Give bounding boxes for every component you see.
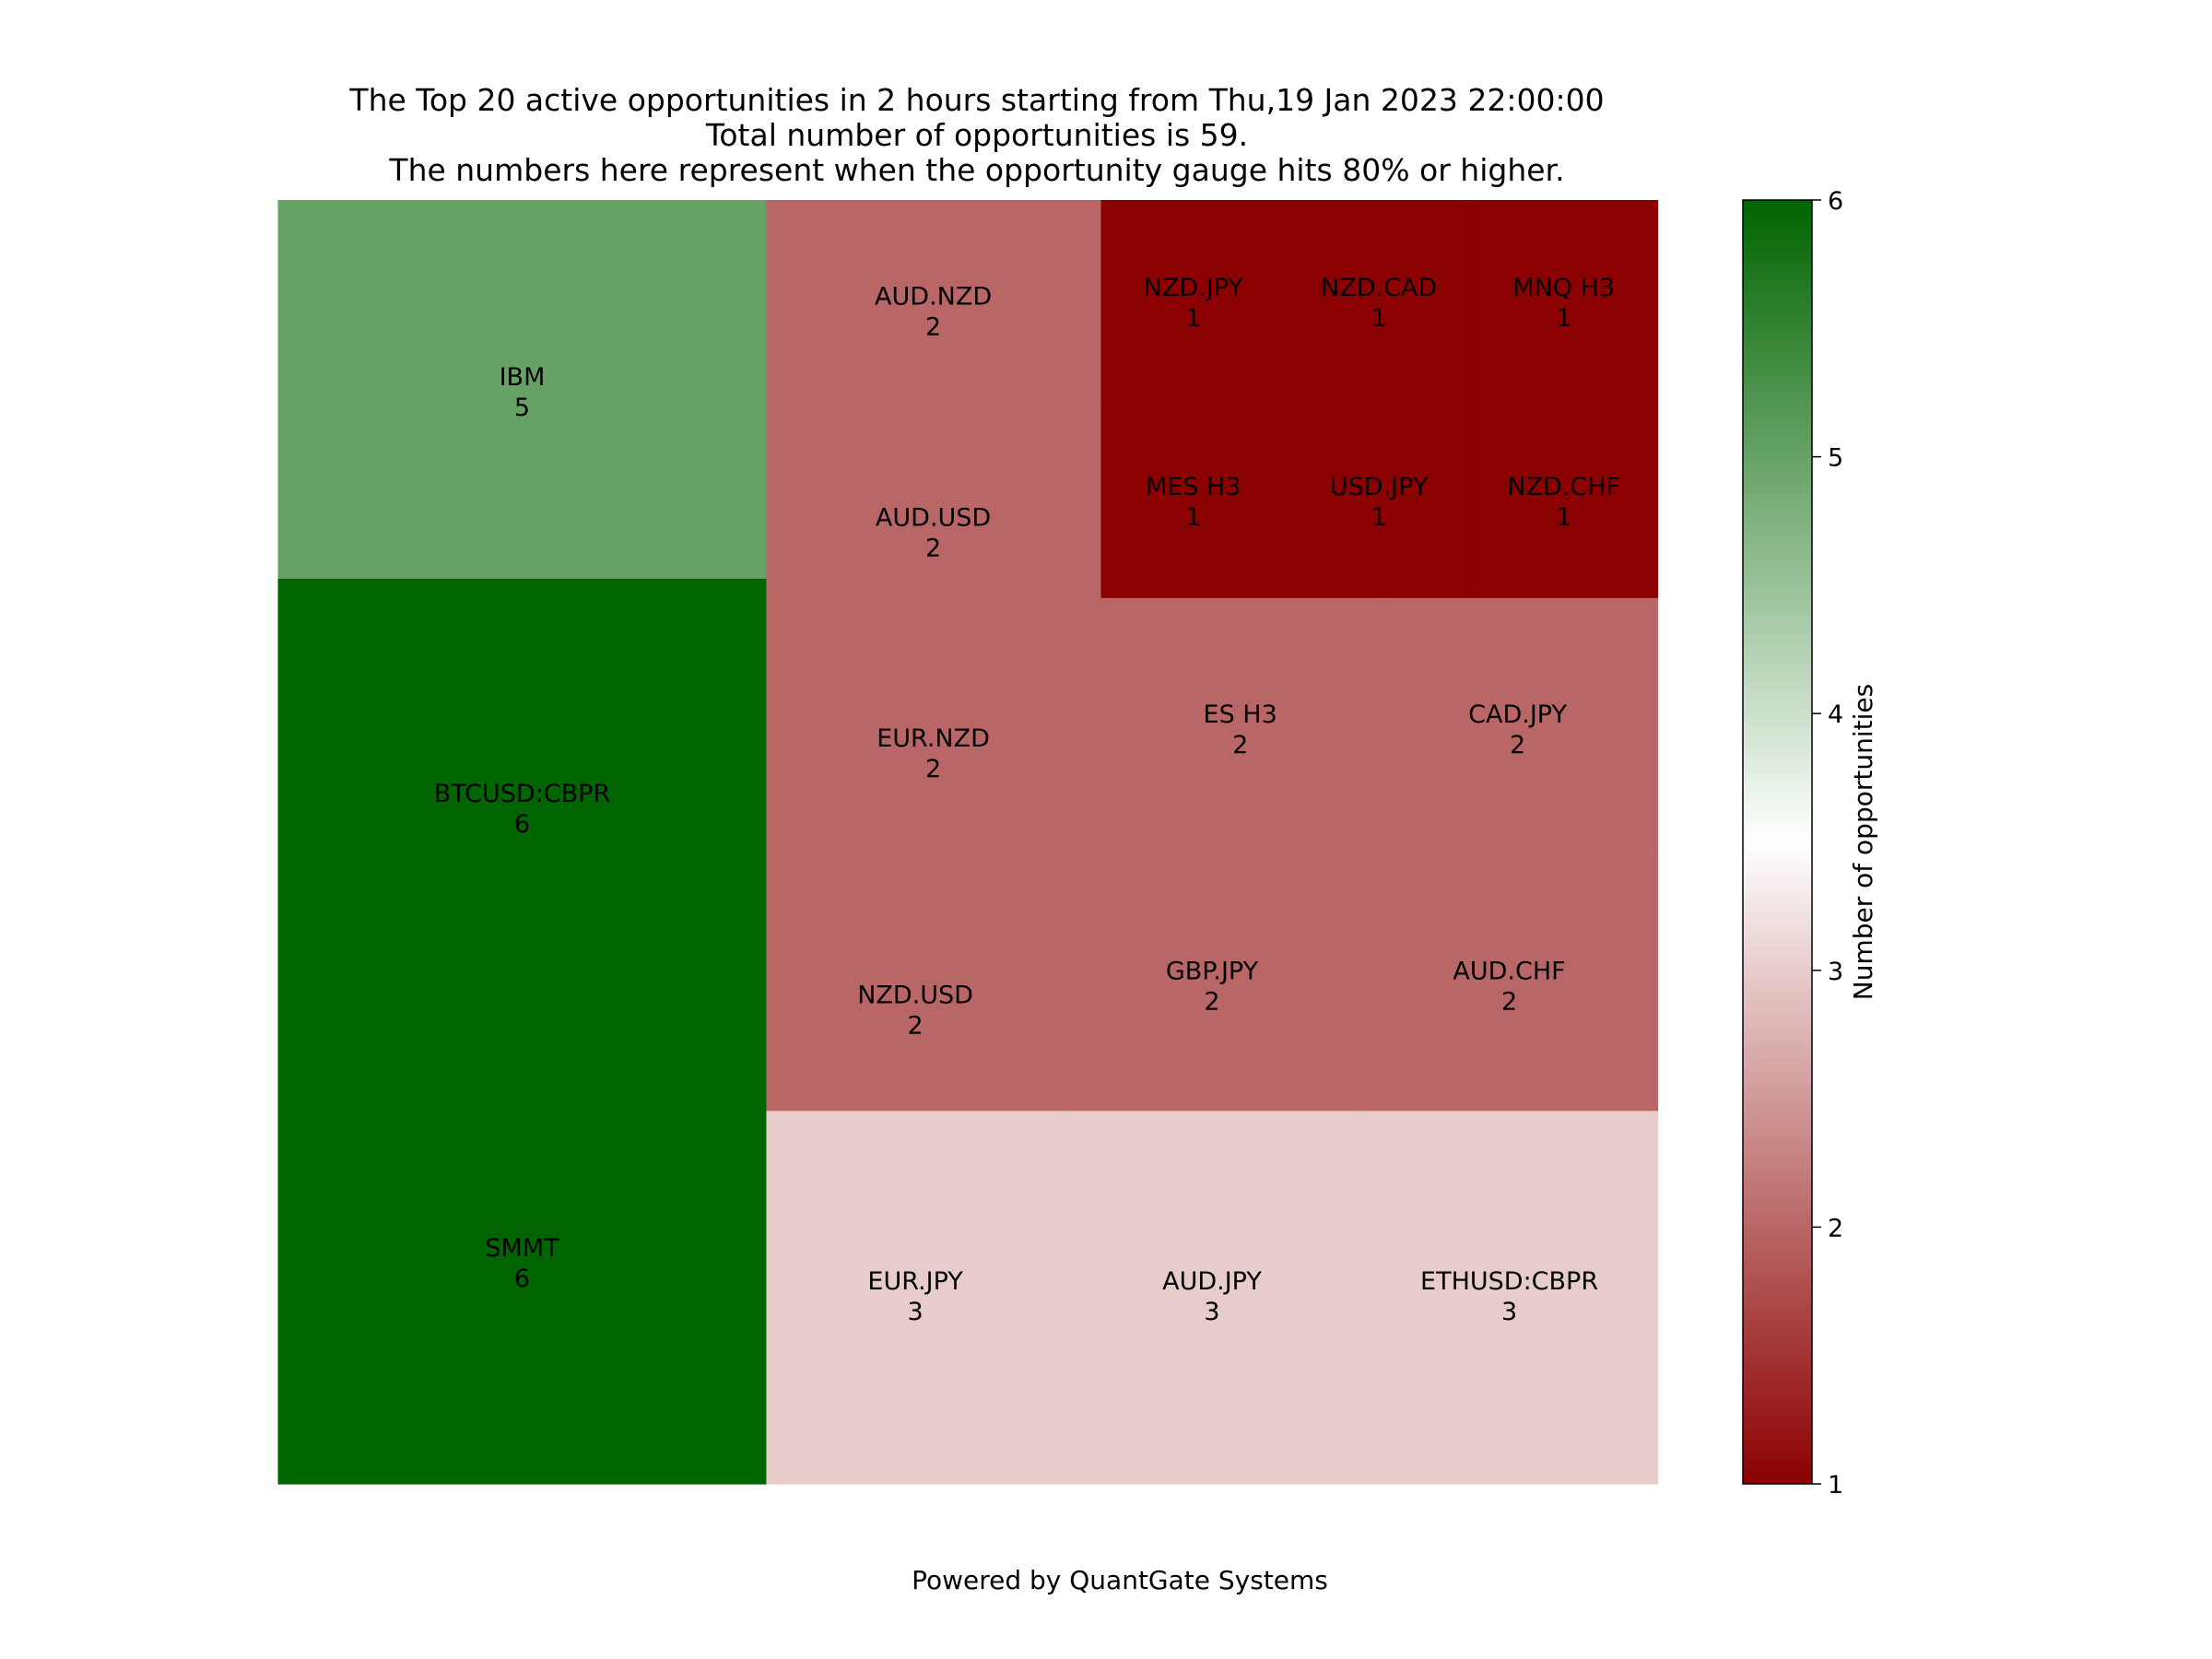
title-line-2: Total number of opportunities is 59.	[705, 117, 1249, 153]
colorbar-gradient	[1742, 199, 1813, 1485]
treemap-cells: IBM5BTCUSD:CBPR6SMMT6AUD.NZD2AUD.USD2EUR…	[277, 200, 1659, 1485]
cell-label-mnq-h3: MNQ H3	[1512, 274, 1615, 302]
cell-label-cad-jpy: CAD.JPY	[1468, 700, 1567, 729]
treemap-rect-aud-chf	[1379, 854, 1659, 1112]
colorbar: 1 2 3 4 5 6 Number of opportunities	[1742, 187, 1878, 1500]
cell-value-nzd-chf: 1	[1556, 503, 1571, 532]
cell-value-ethusd-cbpr: 3	[1501, 1298, 1517, 1326]
colorbar-label: Number of opportunities	[1848, 684, 1878, 1000]
treemap-rect-usd-jpy	[1286, 398, 1473, 599]
treemap-rect-aud-jpy	[1064, 1111, 1362, 1485]
cell-value-aud-nzd: 2	[925, 313, 941, 342]
footer-credit: Powered by QuantGate Systems	[912, 1565, 1328, 1595]
colorbar-tick-label-3: 3	[1828, 958, 1843, 986]
colorbar-tick-label-6: 6	[1828, 187, 1843, 216]
chart-title: The Top 20 active opportunities in 2 hou…	[276, 83, 1677, 188]
treemap-rect-nzd-jpy	[1100, 200, 1288, 400]
colorbar-tick-label-5: 5	[1828, 444, 1843, 473]
treemap-rect-eur-jpy	[766, 1111, 1065, 1485]
cell-value-mes-h3: 1	[1185, 503, 1201, 532]
cell-value-aud-jpy: 3	[1204, 1298, 1219, 1326]
treemap-rect-nzd-cad	[1286, 200, 1473, 400]
cell-label-ethusd-cbpr: ETHUSD:CBPR	[1420, 1267, 1598, 1296]
cell-label-aud-nzd: AUD.NZD	[875, 283, 992, 312]
treemap-rect-nzd-chf	[1472, 398, 1659, 599]
treemap-rect-mes-h3	[1100, 398, 1288, 599]
cell-value-smmt: 6	[514, 1265, 530, 1293]
treemap-cell-es-h3: ES H32	[1100, 597, 1381, 856]
treemap-rect-eur-nzd	[766, 642, 1102, 865]
cell-label-nzd-usd: NZD.USD	[857, 982, 973, 1010]
cell-value-usd-jpy: 1	[1371, 503, 1387, 532]
cell-value-btcusd-cbpr: 6	[514, 810, 530, 839]
cell-value-eur-jpy: 3	[908, 1298, 924, 1326]
treemap-rect-aud-usd	[766, 421, 1102, 644]
colorbar-tick-label-4: 4	[1828, 700, 1843, 729]
treemap-cell-mes-h3: MES H31	[1100, 398, 1288, 599]
cell-label-eur-jpy: EUR.JPY	[867, 1267, 963, 1296]
cell-label-mes-h3: MES H3	[1146, 473, 1241, 501]
treemap-rect-cad-jpy	[1379, 597, 1659, 856]
cell-value-eur-nzd: 2	[925, 755, 941, 783]
cell-label-aud-chf: AUD.CHF	[1453, 958, 1565, 986]
cell-label-nzd-chf: NZD.CHF	[1507, 473, 1620, 501]
cell-label-nzd-jpy: NZD.JPY	[1144, 274, 1244, 302]
treemap-cell-mnq-h3: MNQ H31	[1472, 200, 1659, 400]
cell-label-aud-usd: AUD.USD	[876, 503, 991, 532]
cell-value-mnq-h3: 1	[1556, 304, 1571, 333]
treemap-rect-ethusd-cbpr	[1360, 1111, 1659, 1485]
treemap-rect-btcusd-cbpr	[277, 578, 768, 1032]
title-line-1: The Top 20 active opportunities in 2 hou…	[349, 82, 1605, 118]
cell-label-nzd-cad: NZD.CAD	[1321, 274, 1437, 302]
title-line-3: The numbers here represent when the oppo…	[389, 152, 1565, 188]
cell-value-gbp-jpy: 2	[1204, 988, 1219, 1017]
cell-value-cad-jpy: 2	[1510, 731, 1525, 759]
cell-value-aud-chf: 2	[1501, 988, 1517, 1017]
treemap-rect-gbp-jpy	[1100, 854, 1380, 1112]
cell-value-nzd-usd: 2	[908, 1012, 924, 1041]
treemap-rect-ibm	[277, 200, 768, 580]
cell-label-usd-jpy: USD.JPY	[1330, 473, 1429, 501]
cell-label-es-h3: ES H3	[1204, 700, 1277, 729]
cell-value-aud-usd: 2	[925, 534, 941, 562]
cell-label-eur-nzd: EUR.NZD	[877, 724, 990, 753]
treemap-rect-smmt	[277, 1030, 768, 1485]
treemap-rect-aud-nzd	[766, 200, 1102, 422]
cell-value-es-h3: 2	[1232, 731, 1248, 759]
treemap-rect-mnq-h3	[1472, 200, 1659, 400]
cell-value-nzd-jpy: 1	[1185, 304, 1201, 333]
cell-label-ibm: IBM	[500, 363, 546, 392]
colorbar-tick-label-2: 2	[1828, 1214, 1843, 1242]
treemap-rect-nzd-usd	[766, 864, 1102, 1112]
cell-label-smmt: SMMT	[485, 1234, 559, 1263]
cell-value-ibm: 5	[514, 394, 530, 422]
cell-value-nzd-cad: 1	[1371, 304, 1387, 333]
colorbar-tick-label-1: 1	[1828, 1471, 1843, 1500]
cell-label-gbp-jpy: GBP.JPY	[1166, 958, 1259, 986]
treemap-rect-es-h3	[1100, 597, 1381, 856]
cell-label-btcusd-cbpr: BTCUSD:CBPR	[434, 780, 611, 808]
cell-label-aud-jpy: AUD.JPY	[1162, 1267, 1262, 1296]
